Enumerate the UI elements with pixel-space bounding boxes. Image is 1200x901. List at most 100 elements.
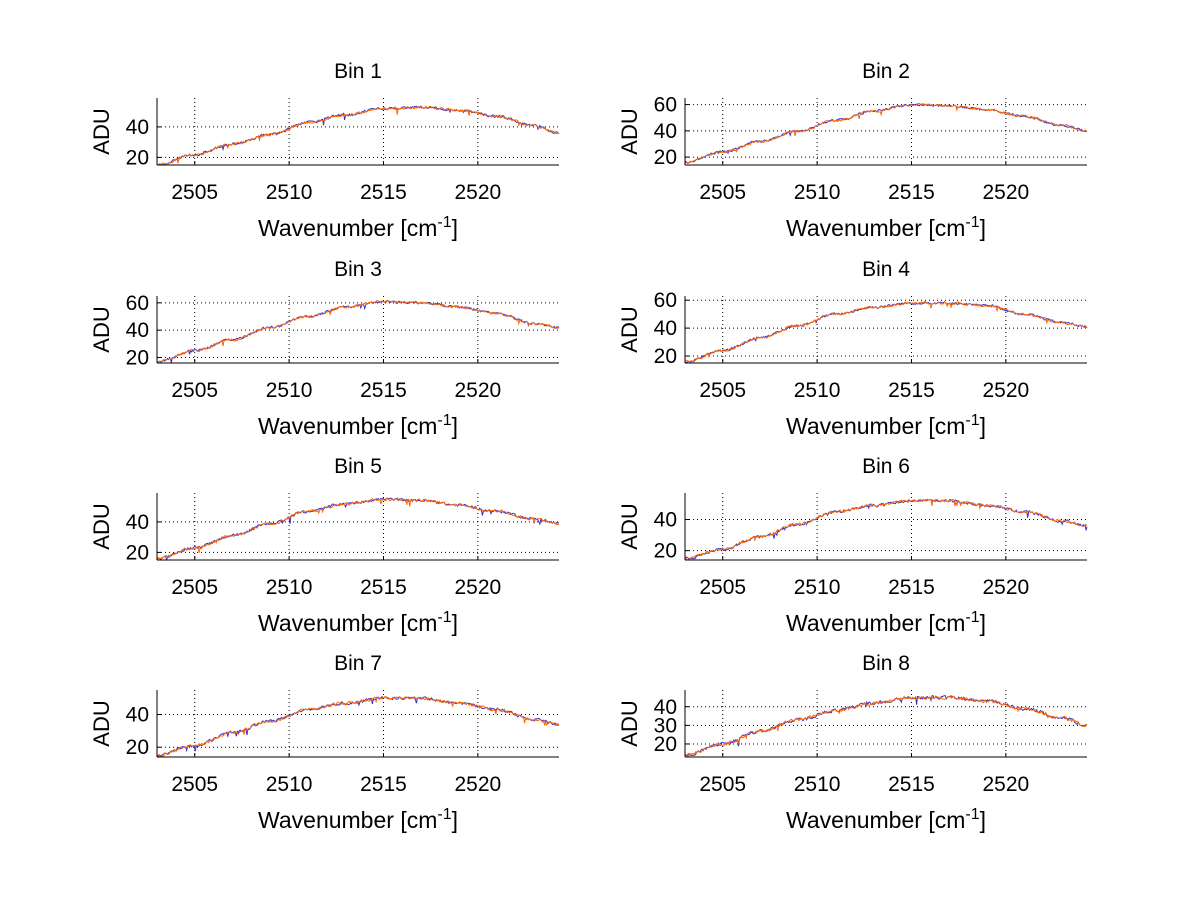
y-tick-label: 40 bbox=[126, 319, 149, 342]
y-tick-label: 20 bbox=[126, 736, 149, 759]
subplot-title: Bin 5 bbox=[334, 455, 382, 478]
x-tick-label: 2510 bbox=[266, 773, 313, 796]
x-tick-label: 2520 bbox=[982, 773, 1029, 796]
spectrum-trace bbox=[684, 300, 1088, 363]
y-tick-label: 40 bbox=[126, 511, 149, 534]
subplot-bin-7: Bin 7 2505 2510 2515 2520 20 40 ADU Wavenumber [… bbox=[89, 652, 560, 833]
x-tick-label: 2505 bbox=[171, 773, 218, 796]
x-axis-label-text: Wavenumber [cm bbox=[258, 807, 437, 833]
x-axis-label-text: Wavenumber [cm bbox=[258, 215, 437, 241]
x-tick-label: 2520 bbox=[454, 379, 501, 402]
subplot-bin-5: Bin 5 2505 2510 2515 2520 20 40 ADU Wavenumber [… bbox=[89, 455, 560, 636]
y-tick-label: 40 bbox=[654, 696, 677, 719]
x-axis-label-end: ] bbox=[980, 807, 986, 833]
x-tick-label: 2505 bbox=[699, 379, 746, 402]
subplot-bin-3: Bin 3 2505 2510 2515 2520 20 40 60 ADU Wavenumber… bbox=[89, 258, 560, 439]
spectrum-trace bbox=[684, 695, 1088, 757]
x-axis-label-superscript: -1 bbox=[437, 609, 451, 626]
x-axis-label: Wavenumber [cm-1] bbox=[786, 214, 986, 241]
x-tick-label: 2505 bbox=[699, 773, 746, 796]
subplot-bin-1: Bin 1 2505 2510 2515 2520 20 40 ADU Wavenumber [… bbox=[89, 60, 560, 241]
x-axis-label-text: Wavenumber [cm bbox=[786, 215, 965, 241]
x-tick-label: 2505 bbox=[171, 379, 218, 402]
y-tick-label: 20 bbox=[126, 347, 149, 370]
x-axis-label-end: ] bbox=[452, 807, 458, 833]
x-tick-label: 2520 bbox=[454, 181, 501, 204]
x-tick-label: 2515 bbox=[360, 379, 407, 402]
x-axis-label: Wavenumber [cm-1] bbox=[258, 214, 458, 241]
y-tick-label: 60 bbox=[654, 94, 677, 117]
x-tick-label: 2520 bbox=[454, 576, 501, 599]
subplot-bin-4: Bin 4 2505 2510 2515 2520 20 40 60 ADU Wavenumber… bbox=[617, 258, 1088, 439]
subplot-title: Bin 2 bbox=[862, 60, 910, 83]
subplot-title: Bin 4 bbox=[862, 258, 910, 281]
spectrum-trace bbox=[157, 105, 560, 166]
x-axis-label: Wavenumber [cm-1] bbox=[258, 806, 458, 833]
x-axis-label-superscript: -1 bbox=[437, 806, 451, 823]
y-axis-label: ADU bbox=[617, 700, 642, 746]
spectrum-trace bbox=[156, 497, 560, 560]
y-axis-label: ADU bbox=[89, 700, 114, 746]
y-axis-label: ADU bbox=[617, 306, 642, 352]
x-tick-label: 2505 bbox=[699, 181, 746, 204]
y-tick-label: 40 bbox=[126, 116, 149, 139]
x-axis-label-end: ] bbox=[980, 215, 986, 241]
x-tick-label: 2510 bbox=[794, 773, 841, 796]
y-tick-label: 20 bbox=[654, 146, 677, 169]
x-axis-label-superscript: -1 bbox=[965, 412, 979, 429]
x-axis-label-end: ] bbox=[452, 610, 458, 636]
x-tick-label: 2515 bbox=[888, 773, 935, 796]
y-tick-label: 20 bbox=[126, 146, 149, 169]
subplot-title: Bin 1 bbox=[334, 60, 382, 83]
spectrum-trace-secondary bbox=[684, 301, 1088, 364]
spectrum-trace bbox=[684, 498, 1088, 561]
y-tick-label: 40 bbox=[654, 317, 677, 340]
y-axis-label: ADU bbox=[89, 503, 114, 549]
x-tick-label: 2510 bbox=[794, 181, 841, 204]
x-axis-label-superscript: -1 bbox=[965, 806, 979, 823]
x-tick-label: 2510 bbox=[794, 576, 841, 599]
x-axis-label-end: ] bbox=[980, 610, 986, 636]
spectrum-trace-secondary bbox=[684, 103, 1088, 164]
spectrum-trace-secondary bbox=[156, 497, 560, 561]
spectrum-trace-secondary bbox=[156, 105, 560, 166]
y-tick-label: 20 bbox=[654, 733, 677, 756]
y-tick-label: 40 bbox=[126, 704, 149, 727]
spectrum-trace bbox=[156, 695, 560, 758]
x-tick-label: 2515 bbox=[360, 576, 407, 599]
x-axis-label-superscript: -1 bbox=[437, 214, 451, 231]
y-axis-label: ADU bbox=[89, 306, 114, 352]
y-tick-label: 60 bbox=[654, 289, 677, 312]
x-tick-label: 2505 bbox=[699, 576, 746, 599]
y-axis-label: ADU bbox=[89, 108, 114, 154]
x-tick-label: 2520 bbox=[982, 181, 1029, 204]
y-tick-label: 20 bbox=[126, 541, 149, 564]
subplot-bin-2: Bin 2 2505 2510 2515 2520 20 40 60 ADU Wavenumber… bbox=[617, 60, 1088, 241]
x-tick-label: 2520 bbox=[982, 576, 1029, 599]
x-tick-label: 2510 bbox=[266, 181, 313, 204]
x-axis-label: Wavenumber [cm-1] bbox=[786, 806, 986, 833]
x-tick-label: 2515 bbox=[888, 379, 935, 402]
x-axis-label: Wavenumber [cm-1] bbox=[786, 412, 986, 439]
x-tick-label: 2505 bbox=[171, 181, 218, 204]
y-axis-label: ADU bbox=[617, 108, 642, 154]
x-axis-label-superscript: -1 bbox=[965, 609, 979, 626]
y-tick-label: 40 bbox=[654, 508, 677, 531]
x-tick-label: 2520 bbox=[454, 773, 501, 796]
y-tick-label: 60 bbox=[126, 292, 149, 315]
x-tick-label: 2515 bbox=[360, 181, 407, 204]
subplot-title: Bin 8 bbox=[862, 652, 910, 675]
spectrum-trace bbox=[684, 102, 1088, 164]
spectrum-trace-secondary bbox=[156, 299, 560, 364]
spectrum-trace bbox=[156, 299, 560, 363]
y-tick-label: 20 bbox=[654, 540, 677, 563]
x-axis-label-text: Wavenumber [cm bbox=[258, 610, 437, 636]
x-tick-label: 2520 bbox=[982, 379, 1029, 402]
x-tick-label: 2515 bbox=[360, 773, 407, 796]
x-axis-label: Wavenumber [cm-1] bbox=[786, 609, 986, 636]
x-axis-label-end: ] bbox=[452, 413, 458, 439]
x-axis-label-text: Wavenumber [cm bbox=[786, 610, 965, 636]
x-tick-label: 2515 bbox=[888, 576, 935, 599]
